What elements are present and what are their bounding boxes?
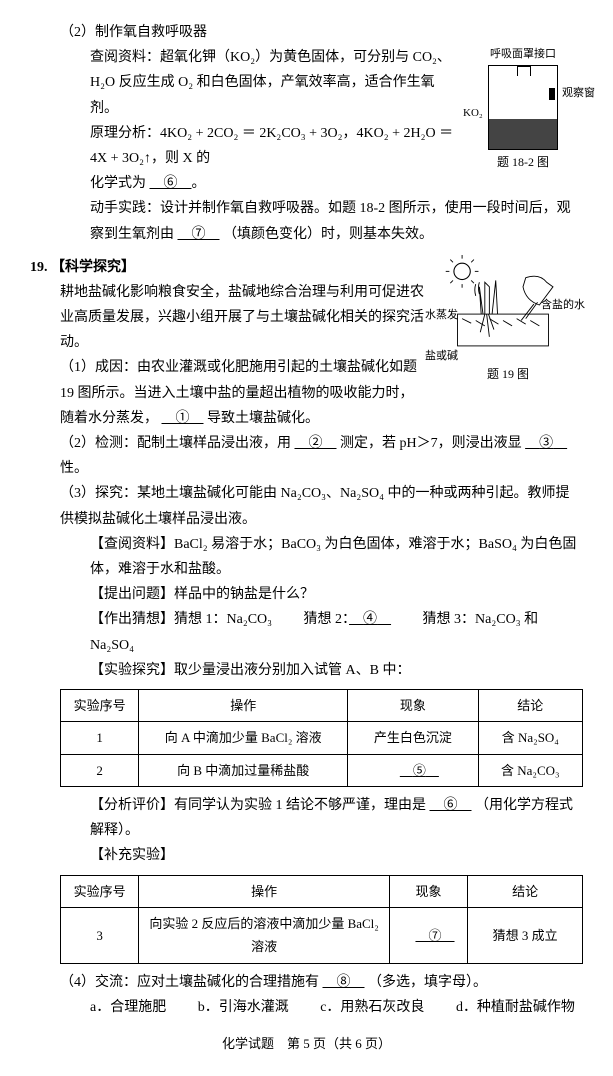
experiment-table-1: 实验序号 操作 现象 结论 1 向 A 中滴加少量 BaCl₂ 溶液 产生白色沉… bbox=[60, 689, 583, 787]
q18-eq-line2-post: 。 bbox=[192, 176, 206, 191]
q19-supp-label: 【补充实验】 bbox=[90, 843, 583, 868]
q19-title: 【科学探究】 bbox=[51, 260, 135, 275]
figure-18-2: 呼吸面罩接口 KO₂ 观察窗 题 18-2 图 bbox=[463, 45, 583, 173]
q18-lookup-label: 查阅资料： bbox=[90, 50, 160, 65]
t1-r1-c1: 1 bbox=[61, 722, 139, 754]
q19-number: 19. bbox=[30, 260, 48, 275]
fig18-top-label: 呼吸面罩接口 bbox=[463, 45, 583, 65]
q19-eval-pre: 有同学认为实验 1 结论不够严谨，理由是 bbox=[174, 798, 426, 813]
q19-part4-post: （多选，填字母）。 bbox=[368, 975, 487, 990]
q19-part1-post: 导致土壤盐碱化。 bbox=[207, 411, 319, 426]
blank-6b: ⑥ bbox=[430, 798, 472, 813]
fig19-evap-label: 水蒸发 bbox=[425, 306, 458, 326]
blank-1: ① bbox=[162, 411, 204, 426]
q19-part2-mid: 测定，若 pH＞7，则浸出液显 bbox=[340, 436, 522, 451]
t1-r2-c1: 2 bbox=[61, 754, 139, 786]
q19-question-label: 【提出问题】 bbox=[90, 587, 174, 602]
fig19-salt-label: 盐或碱 bbox=[425, 347, 458, 367]
q18-eq-line2-pre: 化学式为 bbox=[90, 176, 146, 191]
t2-r1-c1: 3 bbox=[61, 908, 139, 964]
t1-h3: 现象 bbox=[348, 689, 479, 721]
option-a: a．合理施肥 bbox=[90, 1000, 166, 1015]
q19-guess1: 猜想 1：Na₂CO₃ bbox=[174, 612, 272, 627]
t2-r1-c2: 向实验 2 反应后的溶液中滴加少量 BaCl₂ 溶液 bbox=[139, 908, 390, 964]
t2-h2: 操作 bbox=[139, 875, 390, 907]
q19-part4-pre: （4）交流：应对土壤盐碱化的合理措施有 bbox=[60, 975, 319, 990]
blank-2: ② bbox=[295, 436, 337, 451]
fig18-ko2-label: KO₂ bbox=[463, 104, 483, 124]
figure-19: 水蒸发 含盐的水 盐或碱 题 19 图 bbox=[433, 255, 583, 386]
option-d: d．种植耐盐碱作物 bbox=[456, 1000, 575, 1015]
blank-4: ④ bbox=[349, 612, 391, 627]
page-footer: 化学试题 第 5 页（共 6 页） bbox=[30, 1032, 583, 1055]
fig19-saltwater-label: 含盐的水 bbox=[541, 296, 585, 316]
blank-5: ⑤ bbox=[348, 754, 479, 786]
q19-part3: （3）探究：某地土壤盐碱化可能由 Na₂CO₃、Na₂SO₄ 中的一种或两种引起… bbox=[60, 481, 583, 531]
t2-r1-c4: 猜想 3 成立 bbox=[468, 908, 583, 964]
q19-exp-label: 【实验探究】 bbox=[90, 663, 174, 678]
blank-8: ⑧ bbox=[323, 975, 365, 990]
t1-h2: 操作 bbox=[139, 689, 348, 721]
q19-question-text: 样品中的钠盐是什么？ bbox=[174, 587, 314, 602]
blank-3: ③ bbox=[525, 436, 567, 451]
t1-r2-c4: 含 Na₂CO₃ bbox=[478, 754, 582, 786]
t2-h3: 现象 bbox=[389, 875, 467, 907]
q19-eval-label: 【分析评价】 bbox=[90, 798, 174, 813]
t1-r1-c3: 产生白色沉淀 bbox=[348, 722, 479, 754]
option-c: c．用熟石灰改良 bbox=[320, 1000, 424, 1015]
q19-part2-post: 性。 bbox=[60, 461, 88, 476]
blank-7b: ⑦ bbox=[389, 908, 467, 964]
q19-guess2-pre: 猜想 2： bbox=[304, 612, 350, 627]
t1-h1: 实验序号 bbox=[61, 689, 139, 721]
q18-practice-post: （填颜色变化）时，则基本失效。 bbox=[223, 227, 433, 242]
q19-lookup-label: 【查阅资料】 bbox=[90, 537, 174, 552]
blank-7: ⑦ bbox=[178, 227, 220, 242]
fig18-window-label: 观察窗 bbox=[562, 84, 595, 104]
q19-guess-label: 【作出猜想】 bbox=[90, 612, 174, 627]
t2-h1: 实验序号 bbox=[61, 875, 139, 907]
q19-part2-pre: （2）检测：配制土壤样品浸出液，用 bbox=[60, 436, 291, 451]
t1-h4: 结论 bbox=[478, 689, 582, 721]
q19-exp-text: 取少量浸出液分别加入试管 A、B 中： bbox=[174, 663, 410, 678]
q18-part2-title: （2）制作氧自救呼吸器 bbox=[60, 20, 583, 45]
t1-r1-c2: 向 A 中滴加少量 BaCl₂ 溶液 bbox=[139, 722, 348, 754]
t1-r2-c2: 向 B 中滴加过量稀盐酸 bbox=[139, 754, 348, 786]
fig19-caption: 题 19 图 bbox=[433, 364, 583, 386]
q18-analysis-label: 原理分析： bbox=[90, 126, 160, 141]
t2-h4: 结论 bbox=[468, 875, 583, 907]
option-b: b．引海水灌溉 bbox=[198, 1000, 289, 1015]
fig18-box: KO₂ 观察窗 bbox=[488, 65, 558, 150]
t1-r1-c4: 含 Na₂SO₄ bbox=[478, 722, 582, 754]
experiment-table-2: 实验序号 操作 现象 结论 3 向实验 2 反应后的溶液中滴加少量 BaCl₂ … bbox=[60, 875, 583, 964]
blank-6: ⑥ bbox=[150, 176, 192, 191]
q18-practice-label: 动手实践： bbox=[90, 201, 160, 216]
fig18-caption: 题 18-2 图 bbox=[463, 152, 583, 174]
